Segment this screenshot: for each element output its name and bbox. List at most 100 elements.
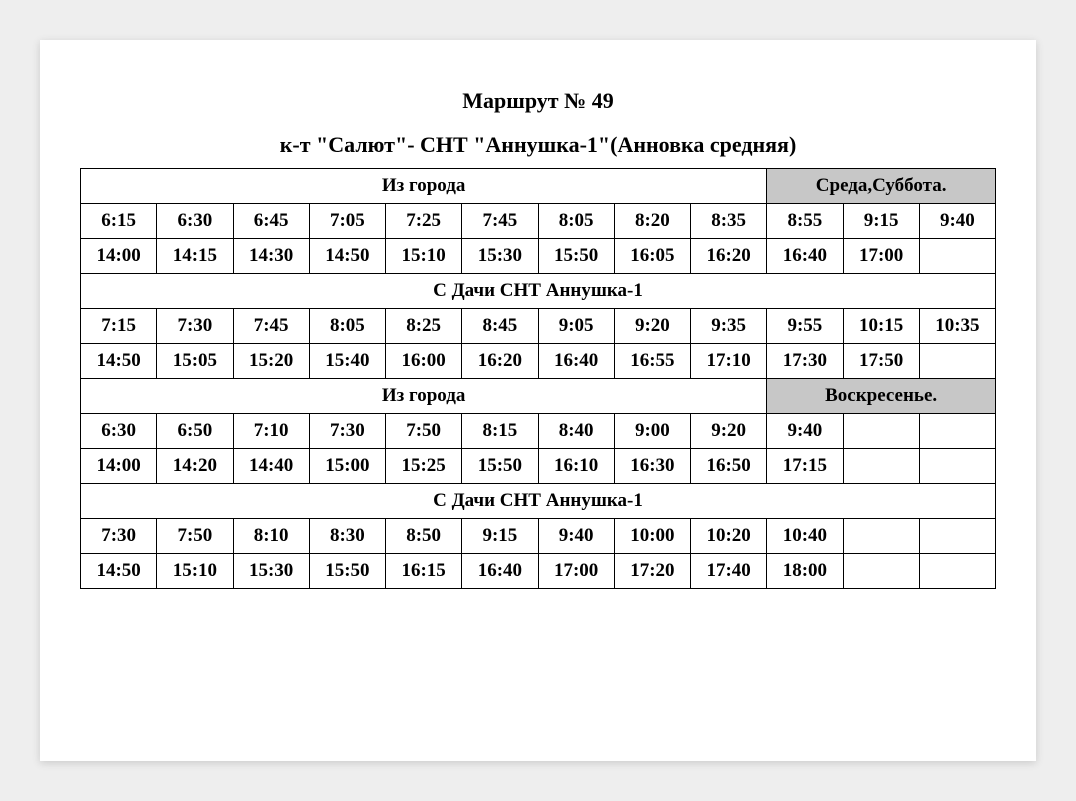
time-cell: 9:40 [767,414,843,449]
time-cell: 7:50 [157,519,233,554]
time-cell: 15:30 [462,239,538,274]
time-cell: 9:20 [614,309,690,344]
time-cell: 17:10 [691,344,767,379]
time-cell: 14:40 [233,449,309,484]
time-cell: 15:40 [309,344,385,379]
time-cell: 9:40 [919,204,995,239]
time-cell: 9:40 [538,519,614,554]
time-cell: 18:00 [767,554,843,589]
time-cell: 8:25 [386,309,462,344]
time-cell: 8:05 [309,309,385,344]
time-cell: 16:10 [538,449,614,484]
time-cell: 9:15 [462,519,538,554]
time-cell: 10:15 [843,309,919,344]
time-cell: 16:40 [767,239,843,274]
time-cell: 6:45 [233,204,309,239]
time-cell: 15:25 [386,449,462,484]
time-cell: 14:50 [309,239,385,274]
time-cell: 6:30 [157,204,233,239]
time-cell: 8:55 [767,204,843,239]
time-cell: 10:20 [691,519,767,554]
time-cell: 9:05 [538,309,614,344]
time-cell: 15:05 [157,344,233,379]
section-header-from-city-2: Из города [81,379,767,414]
day-header-wed-sat: Среда,Суббота. [767,169,996,204]
time-cell: 14:50 [81,344,157,379]
empty-cell [843,519,919,554]
time-cell: 9:20 [691,414,767,449]
time-cell: 14:00 [81,449,157,484]
page: Маршрут № 49 к-т "Салют"- СНТ "Аннушка-1… [40,40,1036,761]
time-cell: 7:05 [309,204,385,239]
time-cell: 6:50 [157,414,233,449]
time-cell: 16:20 [462,344,538,379]
time-cell: 8:40 [538,414,614,449]
day-header-sunday: Воскресенье. [767,379,996,414]
time-cell: 7:10 [233,414,309,449]
empty-cell [919,554,995,589]
time-cell: 17:30 [767,344,843,379]
time-cell: 17:40 [691,554,767,589]
time-cell: 15:00 [309,449,385,484]
time-cell: 8:30 [309,519,385,554]
time-cell: 7:30 [157,309,233,344]
time-cell: 16:05 [614,239,690,274]
empty-cell [843,449,919,484]
time-cell: 7:15 [81,309,157,344]
time-cell: 17:00 [843,239,919,274]
time-cell: 16:00 [386,344,462,379]
empty-cell [919,344,995,379]
time-cell: 8:35 [691,204,767,239]
time-cell: 7:45 [462,204,538,239]
time-cell: 8:05 [538,204,614,239]
time-cell: 7:25 [386,204,462,239]
time-cell: 15:30 [233,554,309,589]
time-cell: 17:20 [614,554,690,589]
time-cell: 15:50 [538,239,614,274]
time-cell: 16:50 [691,449,767,484]
time-cell: 16:40 [462,554,538,589]
time-cell: 16:40 [538,344,614,379]
time-cell: 8:10 [233,519,309,554]
time-cell: 17:00 [538,554,614,589]
time-cell: 15:50 [309,554,385,589]
time-cell: 16:55 [614,344,690,379]
time-cell: 9:15 [843,204,919,239]
time-cell: 9:35 [691,309,767,344]
section-header-from-dacha-2: С Дачи СНТ Аннушка-1 [81,484,996,519]
time-cell: 8:50 [386,519,462,554]
time-cell: 8:20 [614,204,690,239]
time-cell: 15:10 [386,239,462,274]
time-cell: 10:40 [767,519,843,554]
empty-cell [919,519,995,554]
section-header-from-city-1: Из города [81,169,767,204]
time-cell: 15:10 [157,554,233,589]
time-cell: 15:50 [462,449,538,484]
time-cell: 14:50 [81,554,157,589]
time-cell: 7:50 [386,414,462,449]
time-cell: 7:30 [81,519,157,554]
empty-cell [919,414,995,449]
time-cell: 16:30 [614,449,690,484]
route-title: Маршрут № 49 [80,88,996,114]
time-cell: 14:00 [81,239,157,274]
time-cell: 14:20 [157,449,233,484]
time-cell: 15:20 [233,344,309,379]
empty-cell [843,414,919,449]
section-header-from-dacha-1: С Дачи СНТ Аннушка-1 [81,274,996,309]
time-cell: 17:15 [767,449,843,484]
empty-cell [919,449,995,484]
time-cell: 7:45 [233,309,309,344]
empty-cell [843,554,919,589]
time-cell: 9:55 [767,309,843,344]
time-cell: 10:35 [919,309,995,344]
time-cell: 9:00 [614,414,690,449]
time-cell: 14:15 [157,239,233,274]
time-cell: 16:20 [691,239,767,274]
time-cell: 6:15 [81,204,157,239]
time-cell: 8:45 [462,309,538,344]
route-subtitle: к-т "Салют"- СНТ "Аннушка-1"(Анновка сре… [80,132,996,158]
time-cell: 17:50 [843,344,919,379]
empty-cell [919,239,995,274]
time-cell: 10:00 [614,519,690,554]
